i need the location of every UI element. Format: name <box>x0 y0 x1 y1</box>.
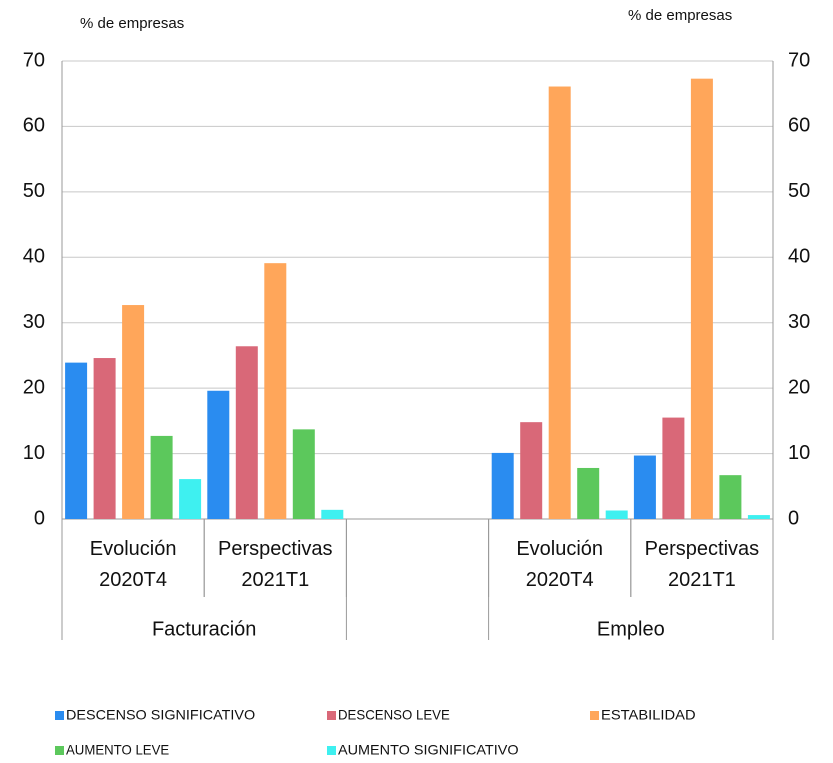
bar <box>65 362 88 519</box>
bar <box>662 417 685 519</box>
x-tick-label: Perspectivas 2021T1 <box>218 538 333 591</box>
y-tick-label: 30 <box>23 311 45 333</box>
x-tick-label-line: Evolución <box>90 538 177 560</box>
y2-tick-label: 40 <box>788 246 810 268</box>
x-tick-label: Evolución 2020T4 <box>516 538 603 591</box>
x-tick-label-line: 2020T4 <box>526 569 594 591</box>
y2-axis-title: % de empresas <box>628 7 732 24</box>
y2-tick-label: 0 <box>788 507 799 529</box>
bar <box>605 510 628 519</box>
legend-swatch <box>590 711 599 720</box>
y-tick-label: 10 <box>23 442 45 464</box>
bar <box>150 435 173 519</box>
bar <box>577 467 600 519</box>
bar <box>690 78 713 519</box>
bar <box>520 422 543 519</box>
y2-tick-label: 50 <box>788 180 810 202</box>
bar <box>235 346 258 519</box>
x-tick-label-line: Evolución <box>516 538 603 560</box>
y-tick-label: 20 <box>23 376 45 398</box>
bar <box>719 475 742 519</box>
legend-label: ESTABILIDAD <box>601 707 696 723</box>
bar <box>264 263 287 519</box>
legend-swatch <box>327 711 336 720</box>
bar <box>548 86 571 519</box>
legend-label: DESCENSO LEVE <box>338 707 450 723</box>
bar <box>93 358 116 519</box>
legend-swatch <box>55 746 64 755</box>
bar <box>207 390 230 519</box>
bar <box>321 509 344 519</box>
group-label: Facturación <box>152 618 257 640</box>
y2-tick-label: 20 <box>788 376 810 398</box>
y2-tick-label: 30 <box>788 311 810 333</box>
y2-tick-label: 70 <box>788 49 810 71</box>
bar <box>491 452 514 519</box>
legend-label: DESCENSO SIGNIFICATIVO <box>66 707 255 723</box>
y2-tick-label: 10 <box>788 442 810 464</box>
legend-label: AUMENTO SIGNIFICATIVO <box>338 742 519 758</box>
legend-swatch <box>327 746 336 755</box>
y2-tick-label: 60 <box>788 115 810 137</box>
x-tick-label: Perspectivas 2021T1 <box>645 538 760 591</box>
y-tick-label: 60 <box>23 115 45 137</box>
y-tick-label: 40 <box>23 246 45 268</box>
bar <box>122 305 145 519</box>
legend-swatch <box>55 711 64 720</box>
x-tick-label-line: 2020T4 <box>99 569 167 591</box>
y-tick-label: 50 <box>23 180 45 202</box>
legend-label: AUMENTO LEVE <box>66 742 169 758</box>
y-tick-label: 0 <box>34 507 45 529</box>
bar <box>292 429 315 519</box>
bar <box>179 479 202 519</box>
y-tick-label: 70 <box>23 49 45 71</box>
group-label: Empleo <box>597 618 665 640</box>
x-tick-label-line: 2021T1 <box>668 569 736 591</box>
bar <box>633 455 656 519</box>
x-tick-label-line: Perspectivas <box>645 538 760 560</box>
bar <box>747 515 770 519</box>
x-tick-label: Evolución 2020T4 <box>90 538 177 591</box>
x-tick-label-line: Perspectivas <box>218 538 333 560</box>
x-tick-label-line: 2021T1 <box>241 569 309 591</box>
y-axis-title: % de empresas <box>80 15 184 32</box>
